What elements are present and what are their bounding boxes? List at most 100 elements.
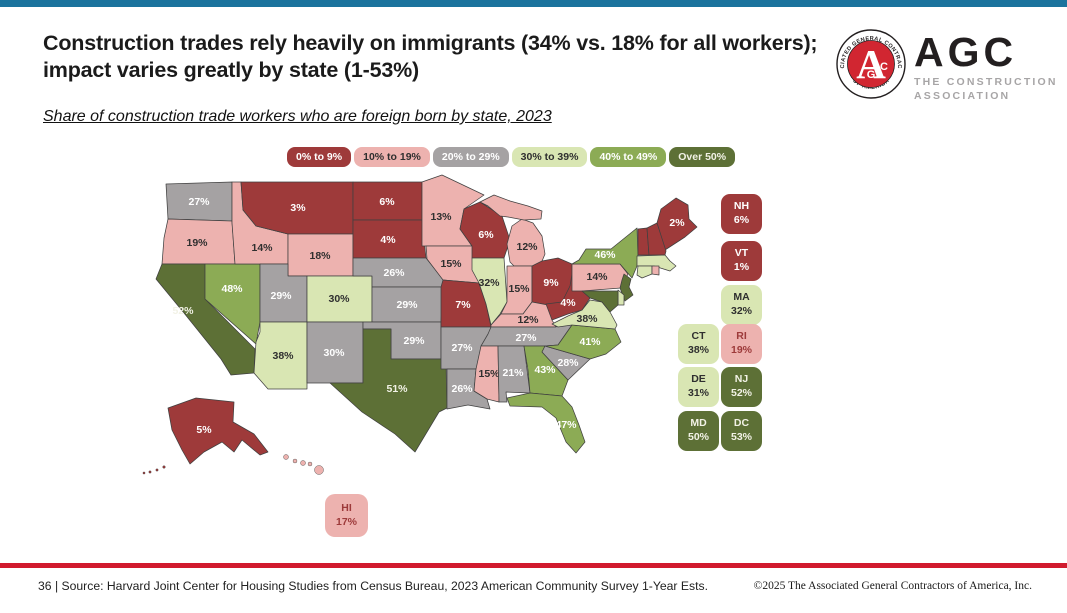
state-value-label-SC: 28% [557,357,579,369]
legend-item-cat1: 0% to 9% [287,147,352,167]
callout-abbr-MD: MD [690,417,707,430]
state-value-label-MT: 3% [290,202,306,214]
state-value-label-WA: 27% [188,196,210,208]
callout-box-MA: MA 32% [721,285,762,325]
legend-item-cat6: Over 50% [669,147,736,167]
state-value-label-FL: 47% [555,419,577,431]
legend-item-cat4: 30% to 39% [511,147,588,167]
state-value-label-CO: 30% [328,293,350,305]
state-island-AK [155,468,159,472]
state-value-label-WV: 4% [560,297,576,309]
seal-letter-c: C [880,61,888,73]
callout-value-HI: 17% [335,515,357,528]
callout-box-RI: RI 19% [721,324,762,364]
state-value-label-MN: 13% [430,211,452,223]
state-AK [167,397,269,465]
state-value-label-PA: 14% [586,271,608,283]
callout-box-NJ: NJ 52% [721,367,762,407]
agc-tagline-line2: ASSOCIATION [914,90,1011,103]
state-value-label-MI: 12% [516,241,538,253]
agc-logo: ASSOCIATED GENERAL CONTRACTORS • OF AMER… [835,27,1058,103]
callout-value-CT: 38% [687,344,709,356]
callout-value-NJ: 52% [730,387,752,399]
state-value-label-KS: 29% [396,299,418,311]
footer-source-text: 36 | Source: Harvard Joint Center for Ho… [38,579,708,593]
state-value-label-NE: 26% [383,267,405,279]
us-choropleth-map: 27% 19% 52% 48% 14% 3% 18% 29% 30% 38% 30% 6% 4% 26% 2… [142,174,698,475]
state-value-label-GA: 43% [534,364,556,376]
state-value-label-NV: 48% [221,283,243,295]
state-TX [329,328,448,453]
seal-letter-g: G [867,69,876,81]
callout-value-NH: 6% [733,214,750,226]
state-island-HI [300,460,306,466]
seal-letter-a: A [856,41,886,87]
agc-tagline-line1: THE CONSTRUCTION [914,75,1058,88]
seal-inner-circle [847,40,895,88]
callout-value-RI: 19% [730,344,752,356]
callout-value-MA: 32% [730,305,752,317]
state-value-label-ND: 6% [379,196,395,208]
state-island-HI [307,461,313,467]
state-value-label-IA: 15% [440,258,462,270]
agc-seal: ASSOCIATED GENERAL CONTRACTORS • OF AMER… [835,27,906,99]
state-value-label-NM: 30% [323,347,345,359]
state-NY [571,227,639,279]
callout-value-DE: 31% [687,387,709,399]
callout-abbr-DE: DE [691,373,706,386]
slide-title: Construction trades rely heavily on immi… [43,31,818,82]
state-value-label-VA: 38% [576,313,598,325]
agc-wordmark: AGC THE CONSTRUCTION ASSOCIATION [914,27,1058,103]
state-island-AK [162,465,166,469]
callout-abbr-MA: MA [733,291,750,304]
state-value-label-IL: 32% [478,277,500,289]
state-value-label-ID: 14% [251,242,273,254]
footer: 36 | Source: Harvard Joint Center for Ho… [38,579,1032,593]
state-value-label-AZ: 38% [272,350,294,362]
callout-abbr-RI: RI [736,330,747,343]
state-MD [581,290,619,313]
state-island-HI [314,465,324,475]
state-value-label-NY: 46% [594,249,616,261]
state-island-HI [292,458,298,464]
state-value-label-SD: 4% [380,234,396,246]
state-island-AK [142,471,146,475]
state-value-label-AR: 27% [451,342,473,354]
state-value-label-OH: 9% [543,277,559,289]
state-value-label-NC: 41% [579,336,601,348]
state-ME [656,197,698,251]
callout-abbr-CT: CT [691,330,706,343]
callout-abbr-HI: HI [341,501,352,514]
state-value-label-CA: 52% [172,305,194,317]
agc-acronym: AGC [914,29,1018,75]
state-value-label-KY: 12% [517,314,539,326]
callout-value-MD: 50% [687,431,709,443]
callout-abbr-NH: NH [733,200,750,213]
state-value-label-OK: 29% [403,335,425,347]
callout-box-DE: DE 31% [678,367,719,407]
legend-item-cat5: 40% to 49% [590,147,667,167]
map-legend: 0% to 9% 10% to 19% 20% to 29% 30% to 39% 40… [287,147,736,167]
state-island-HI [283,454,289,460]
callout-box-VT: VT 1% [721,241,762,281]
legend-item-cat2: 10% to 19% [354,147,430,167]
callout-abbr-DC: DC [733,417,750,430]
callout-box-CT: CT 38% [678,324,719,364]
callout-value-VT: 1% [733,261,750,273]
state-value-label-ME: 2% [669,217,685,229]
state-value-label-WY: 18% [309,250,331,262]
state-value-label-AL: 21% [502,367,524,379]
agc-tagline: THE CONSTRUCTION ASSOCIATION [914,75,1058,103]
state-NC [544,324,622,360]
state-value-label-WI: 6% [478,229,494,241]
state-value-label-MS: 15% [478,368,500,380]
callout-box-HI: HI 17% [325,494,368,537]
legend-item-cat3: 20% to 29% [432,147,509,167]
callout-box-MD: MD 50% [678,411,719,451]
chart-subtitle: Share of construction trade workers who … [43,108,552,125]
footer-copyright-text: ©2025 The Associated General Contractors… [753,580,1032,592]
callout-box-DC: DC 53% [721,411,762,451]
state-value-label-MO: 7% [455,299,471,311]
callout-abbr-VT: VT [734,247,749,260]
